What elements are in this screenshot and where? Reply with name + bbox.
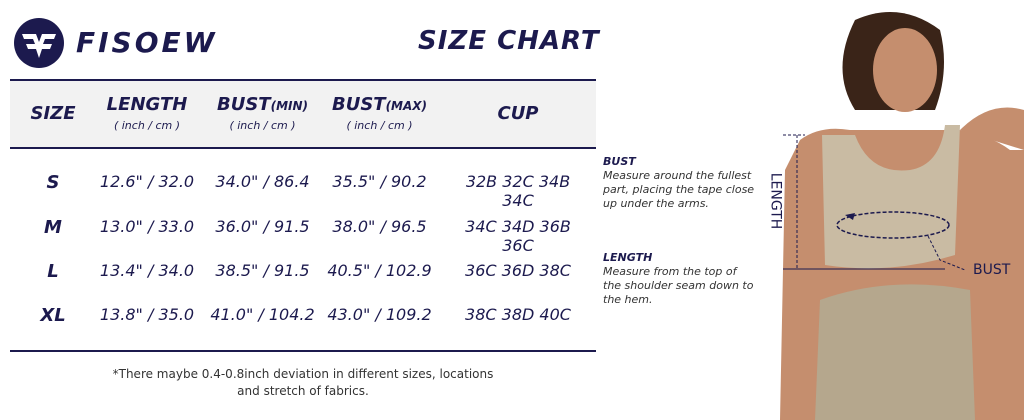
cell-length: 12.6" / 32.0 [99, 172, 195, 191]
footnote: *There maybe 0.4-0.8inch deviation in di… [112, 367, 494, 398]
model-photo [780, 12, 1024, 420]
bust-label: BUST [973, 262, 1011, 278]
cell-length: 13.8" / 35.0 [99, 305, 195, 324]
length-label: LENGTH [767, 172, 784, 230]
cell-size: L [47, 261, 59, 282]
cell-bust-max: 38.0" / 96.5 [332, 217, 427, 236]
header-length: LENGTH( inch / cm ) [106, 94, 188, 132]
header-size: SIZE [30, 103, 76, 124]
cell-cup: 36C 36D 38C [465, 261, 571, 280]
divider [10, 147, 596, 149]
cell-bust-min: 38.5" / 91.5 [215, 261, 310, 280]
header-bust-max: BUST(MAX)( inch / cm ) [331, 94, 428, 132]
cell-bust-min: 34.0" / 86.4 [215, 172, 310, 191]
cell-size: M [44, 217, 62, 238]
cell-bust-min: 36.0" / 91.5 [215, 217, 310, 236]
header-bust-min: BUST(MIN)( inch / cm ) [217, 94, 308, 132]
divider [10, 79, 596, 81]
bust-guide: BUST Measure around the fullest part, pla… [603, 155, 755, 210]
cell-size: XL [40, 305, 66, 326]
divider [10, 350, 596, 352]
cell-cup: 34C 34D 36B 36C [465, 217, 571, 255]
cell-bust-max: 35.5" / 90.2 [332, 172, 427, 191]
brand-name: FISOEW [76, 26, 218, 59]
table-header [10, 81, 596, 148]
bust-tape-line [836, 211, 950, 239]
cell-cup: 38C 38D 40C [465, 305, 571, 324]
cell-bust-max: 43.0" / 109.2 [327, 305, 432, 324]
cell-length: 13.0" / 33.0 [99, 217, 195, 236]
page-title: SIZE CHART [418, 26, 600, 56]
cell-bust-max: 40.5" / 102.9 [327, 261, 432, 280]
cell-cup: 32B 32C 34B 34C [465, 172, 571, 210]
brand-logo-icon [14, 18, 64, 68]
length-guide: LENGTH Measure from the top of the should… [603, 251, 754, 306]
header-cup: CUP [497, 103, 539, 124]
cell-bust-min: 41.0" / 104.2 [210, 305, 315, 324]
cell-length: 13.4" / 34.0 [99, 261, 195, 280]
cell-size: S [46, 172, 60, 193]
